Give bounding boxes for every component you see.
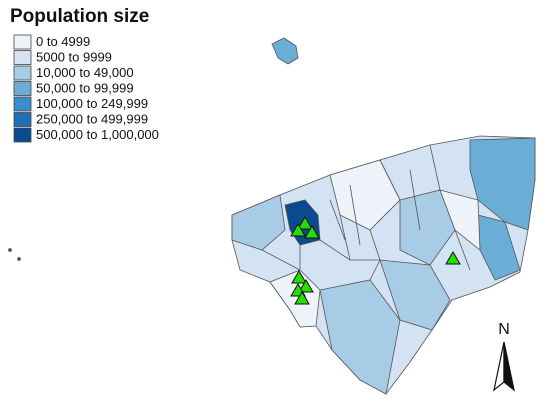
legend-label: 500,000 to 1,000,000	[36, 127, 159, 142]
marker	[304, 225, 320, 239]
island	[271, 37, 299, 65]
legend-label: 10,000 to 49,000	[36, 65, 134, 80]
legend-label: 100,000 to 249,999	[36, 96, 148, 111]
marker	[445, 251, 461, 265]
marker	[298, 279, 314, 293]
islet	[17, 257, 21, 261]
district	[399, 189, 456, 266]
district-borders	[261, 144, 471, 281]
region-map	[8, 37, 536, 395]
legend-label: 5000 to 9999	[36, 49, 112, 64]
islet	[8, 248, 12, 252]
legend-swatch	[13, 127, 32, 143]
marker	[291, 270, 307, 284]
marker	[294, 291, 310, 305]
district	[439, 189, 481, 251]
legend-swatch	[13, 112, 32, 127]
marker	[297, 216, 313, 230]
legend-title: Population size	[10, 6, 149, 27]
markers	[290, 216, 461, 305]
district	[469, 137, 536, 231]
legend-swatch	[13, 96, 32, 112]
legend-swatch	[13, 81, 32, 96]
marker	[290, 223, 306, 237]
legend-label: 0 to 4999	[36, 34, 90, 49]
district	[231, 194, 286, 251]
north-label: N	[498, 321, 510, 338]
legend-swatch	[13, 50, 32, 65]
arrow-right	[503, 341, 515, 392]
district	[329, 159, 401, 231]
legend-label: 250,000 to 499,999	[36, 111, 148, 126]
north-arrow: N	[493, 321, 515, 392]
legend-swatch	[13, 34, 32, 50]
district	[379, 259, 451, 331]
legend-label: 50,000 to 99,999	[36, 80, 134, 95]
legend-swatch	[13, 65, 32, 81]
arrow-left	[493, 341, 505, 392]
